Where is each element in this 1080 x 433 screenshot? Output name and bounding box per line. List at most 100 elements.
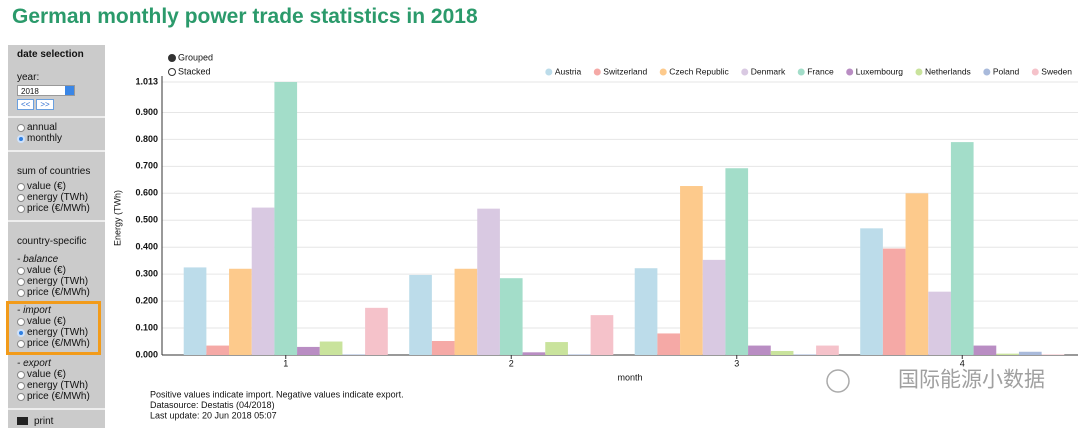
bar xyxy=(973,345,997,355)
radio-button[interactable] xyxy=(17,328,25,337)
sum-section: sum of countries value (€) energy (TWh) pri… xyxy=(8,152,105,222)
legend-marker xyxy=(741,68,749,76)
y-tick-label: 0.800 xyxy=(135,134,158,144)
radio-label: value (€) xyxy=(27,316,66,327)
radio-button[interactable] xyxy=(17,266,25,275)
bar xyxy=(748,345,771,355)
mode-radio[interactable] xyxy=(168,54,176,62)
mode-label: Grouped xyxy=(178,52,213,62)
radio-label: price (€/MWh) xyxy=(27,203,90,214)
y-tick-label: 0.500 xyxy=(135,215,158,225)
radio-option[interactable]: value (€) xyxy=(17,265,97,276)
radio-option[interactable]: energy (TWh) xyxy=(17,327,97,338)
legend-marker xyxy=(545,68,553,76)
legend-marker xyxy=(915,68,923,76)
bar xyxy=(274,82,298,355)
group-label: - export xyxy=(17,358,51,369)
radio-button[interactable] xyxy=(17,204,25,213)
bar xyxy=(567,354,591,355)
radio-button[interactable] xyxy=(17,182,25,191)
radio-button[interactable] xyxy=(17,134,25,143)
y-tick-label: 0.100 xyxy=(135,322,158,332)
section-heading: date selection xyxy=(17,49,84,60)
y-tick-label: 1.013 xyxy=(135,76,158,86)
country-section: country-specific - balance value (€) energy… xyxy=(6,222,105,410)
radio-label: value (€) xyxy=(27,369,66,380)
radio-option[interactable]: price (€/MWh) xyxy=(17,287,97,298)
radio-button[interactable] xyxy=(17,317,25,326)
option-group: - import value (€) energy (TWh) price (€/MW… xyxy=(6,301,101,355)
radio-option[interactable]: price (€/MWh) xyxy=(17,203,97,214)
section-heading: sum of countries xyxy=(17,166,91,177)
bar xyxy=(499,278,523,355)
radio-button[interactable] xyxy=(17,193,25,202)
print-icon xyxy=(17,417,28,426)
radio-button[interactable] xyxy=(17,277,25,286)
radio-option[interactable]: energy (TWh) xyxy=(17,276,97,287)
mode-radio[interactable] xyxy=(168,68,176,76)
radio-option[interactable]: value (€) xyxy=(17,181,97,192)
year-label: year: xyxy=(17,72,40,83)
bar xyxy=(409,274,432,355)
radio-button[interactable] xyxy=(17,381,25,390)
bar xyxy=(793,354,817,355)
bar xyxy=(860,228,883,355)
radio-label: price (€/MWh) xyxy=(27,391,90,402)
radio-option[interactable]: monthly xyxy=(17,133,97,144)
bar xyxy=(297,346,320,355)
radio-button[interactable] xyxy=(17,288,25,297)
radio-label: annual xyxy=(27,122,58,133)
radio-button[interactable] xyxy=(17,370,25,379)
legend-label: Netherlands xyxy=(925,66,971,76)
legend-marker xyxy=(846,68,854,76)
radio-label: energy (TWh) xyxy=(27,327,89,338)
radio-button[interactable] xyxy=(17,392,25,401)
option-group: - balance value (€) energy (TWh) price (€/M… xyxy=(17,254,97,298)
radio-label: energy (TWh) xyxy=(27,192,89,203)
radio-option[interactable]: annual xyxy=(17,122,97,133)
print-button[interactable]: print xyxy=(8,410,105,433)
bar xyxy=(1041,354,1065,355)
radio-label: energy (TWh) xyxy=(27,276,89,287)
period-section: annual monthly xyxy=(8,118,105,152)
bar xyxy=(431,340,455,355)
legend-label: Czech Republic xyxy=(669,66,729,76)
bar xyxy=(365,307,388,355)
bar xyxy=(680,186,703,355)
radio-label: price (€/MWh) xyxy=(27,287,90,298)
radio-button[interactable] xyxy=(17,339,25,348)
radio-button[interactable] xyxy=(17,123,25,132)
bar xyxy=(816,345,839,355)
bar xyxy=(545,342,568,355)
legend-label: Austria xyxy=(555,66,582,76)
group-label: - import xyxy=(17,305,51,316)
radio-option[interactable]: value (€) xyxy=(17,369,97,380)
bar xyxy=(882,248,906,355)
prev-button[interactable]: << xyxy=(17,99,35,110)
bar xyxy=(342,354,366,355)
year-select[interactable]: 2018 xyxy=(17,85,75,96)
legend-label: Sweden xyxy=(1041,66,1072,76)
section-heading: country-specific xyxy=(17,236,87,247)
bar xyxy=(657,333,681,355)
date-section: date selection year: 2018 << >> xyxy=(8,45,105,118)
bar xyxy=(206,345,230,355)
legend-marker xyxy=(983,68,991,76)
next-button[interactable]: >> xyxy=(36,99,54,110)
radio-option[interactable]: energy (TWh) xyxy=(17,380,97,391)
bar xyxy=(950,142,974,355)
bar xyxy=(905,193,929,355)
bar xyxy=(770,350,794,355)
watermark-icon xyxy=(826,369,850,393)
radio-option[interactable]: energy (TWh) xyxy=(17,192,97,203)
x-tick-label: 2 xyxy=(509,358,514,368)
legend-label: France xyxy=(807,66,834,76)
radio-label: monthly xyxy=(27,133,63,144)
radio-option[interactable]: price (€/MWh) xyxy=(17,391,97,402)
radio-option[interactable]: price (€/MWh) xyxy=(17,338,97,349)
legend-marker xyxy=(659,68,667,76)
radio-option[interactable]: value (€) xyxy=(17,316,97,327)
bar xyxy=(996,353,1019,355)
